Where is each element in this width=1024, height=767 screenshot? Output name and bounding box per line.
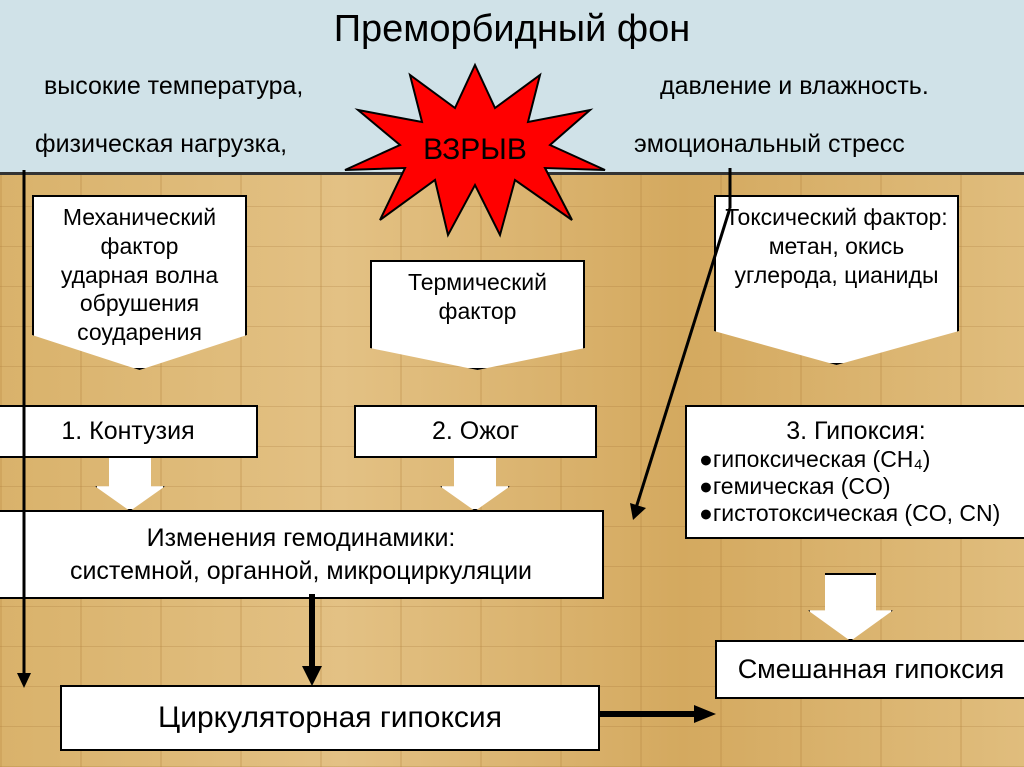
diagram-title: Преморбидный фон <box>0 8 1024 51</box>
hypoxia-item-1: ●гемическая (CO) <box>699 473 1013 500</box>
circulatory-hypoxia-box: Циркуляторная гипоксия <box>60 685 600 751</box>
factor-thermal: Термический фактор <box>370 260 585 370</box>
subtext-bottom-right: эмоциональный стресс <box>634 130 905 159</box>
explosion-burst: ВЗРЫВ <box>340 60 610 240</box>
subtext-top-right: давление и влажность. <box>660 72 929 101</box>
subtext-top-left: высокие температура, <box>44 72 303 101</box>
factor-toxic: Токсический фактор: метан, окись углерод… <box>714 195 959 365</box>
mixed-hypoxia-box: Смешанная гипоксия <box>715 640 1024 699</box>
factor-toxic-text: Токсический фактор: метан, окись углерод… <box>725 204 947 288</box>
factor-mechanical-text: Механический фактор ударная волна обруше… <box>61 204 218 345</box>
arrow-hemo-to-circ <box>300 594 324 686</box>
factor-mechanical: Механический фактор ударная волна обруше… <box>32 195 247 370</box>
hypoxia-item-0: ●гипоксическая (CH₄) <box>699 446 1013 473</box>
factor-thermal-text: Термический фактор <box>408 269 547 324</box>
burst-label: ВЗРЫВ <box>340 60 610 240</box>
arrow-circ-to-mixed <box>600 702 716 726</box>
hypoxia-item-2: ●гистотоксическая (CO, CN) <box>699 500 1013 527</box>
hypoxia-title: 3. Гипоксия: <box>699 417 1013 446</box>
arrow-right-diag <box>626 168 736 528</box>
result-burn: 2. Ожог <box>354 405 597 458</box>
result-contusion: 1. Контузия <box>0 405 258 458</box>
subtext-bottom-left: физическая нагрузка, <box>35 130 287 159</box>
hemodynamics-box: Изменения гемодинамики: системной, орган… <box>0 510 604 599</box>
arrow-left-long <box>14 170 38 690</box>
